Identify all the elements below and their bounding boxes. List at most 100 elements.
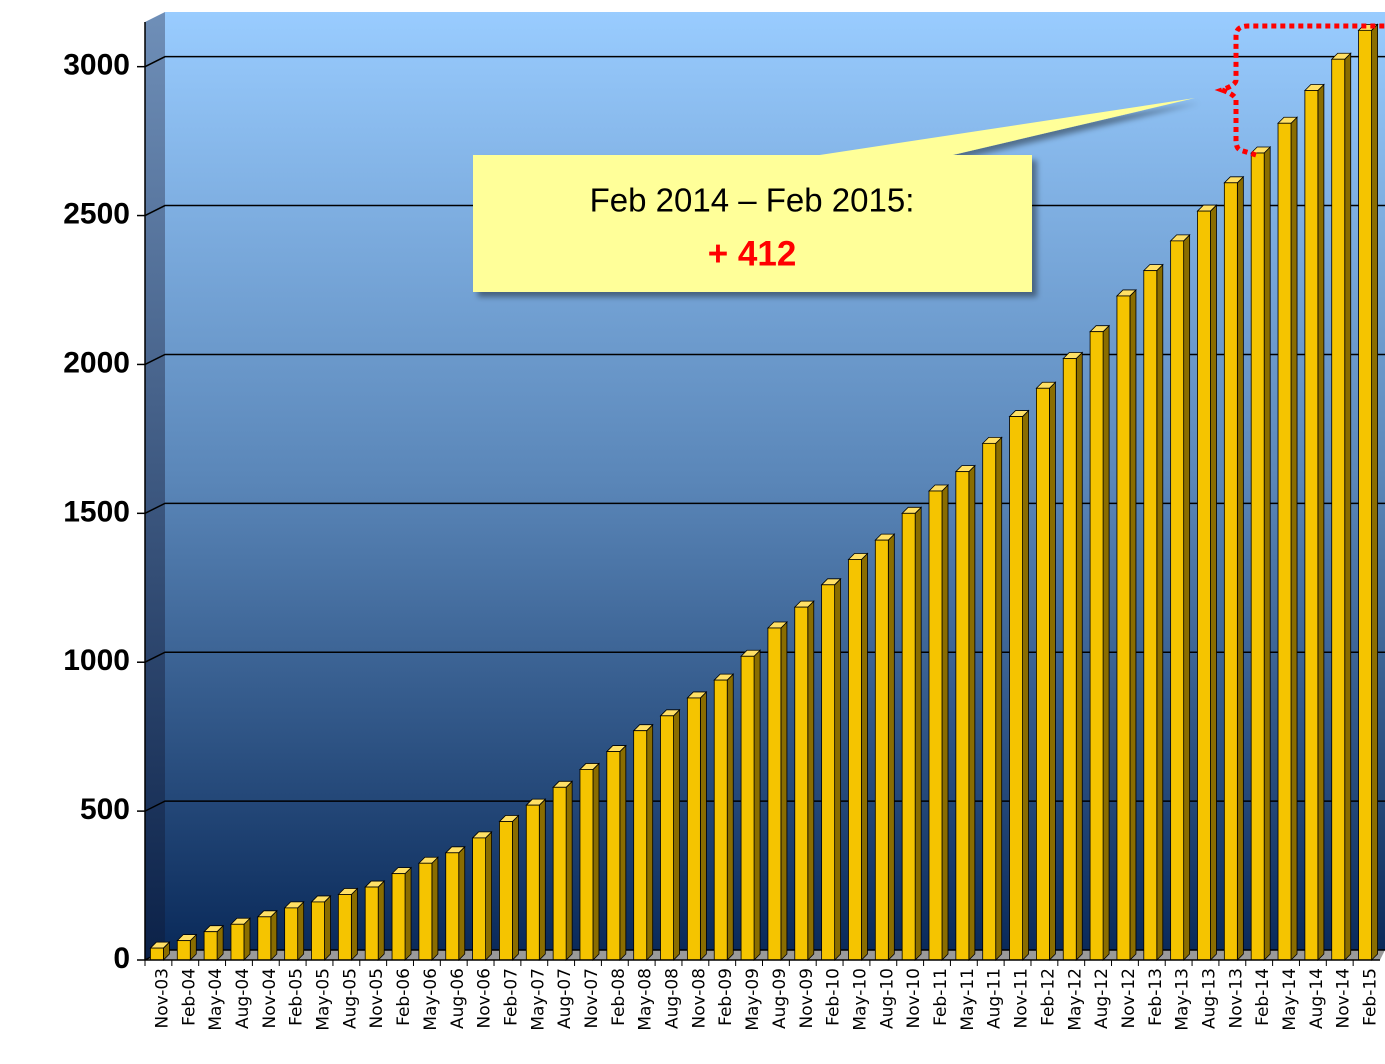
bar-side (1290, 116, 1298, 961)
bar (337, 894, 352, 961)
bar (1116, 295, 1131, 961)
bar-side (1049, 381, 1056, 961)
x-tick-label: Feb-07 (501, 968, 521, 1026)
grid-line (144, 800, 1385, 812)
bar (1331, 58, 1346, 961)
bar (1170, 240, 1185, 961)
x-tick-label: Feb-08 (609, 968, 629, 1026)
bar-side (1022, 409, 1029, 961)
x-tick-label: Feb-15 (1361, 968, 1381, 1026)
bar-side (887, 533, 895, 961)
x-tick-label: May-06 (421, 968, 441, 1031)
bar (1009, 416, 1023, 961)
x-tick-label: Nov-08 (689, 968, 709, 1029)
grid (144, 55, 1385, 961)
callout-pointer (800, 98, 1195, 158)
grid-line (144, 55, 1385, 68)
x-tick-label: Nov-06 (475, 968, 495, 1029)
x-tick-label: Aug-11 (985, 968, 1005, 1029)
plot-side-wall (145, 12, 165, 960)
bar (1089, 331, 1104, 961)
bar (1358, 29, 1372, 961)
bar (579, 769, 594, 961)
bar-side (968, 464, 976, 961)
bar-side (512, 814, 519, 961)
bar-side (1129, 288, 1137, 961)
x-tick-label: Nov-12 (1119, 968, 1139, 1029)
x-tick-label: Aug-04 (233, 968, 253, 1029)
bar-side (1317, 83, 1325, 961)
bar (525, 804, 540, 961)
bar (874, 539, 889, 961)
bar-side (1102, 324, 1110, 961)
bar (633, 730, 648, 961)
x-tick-label: May-04 (206, 968, 226, 1031)
bar-side (861, 552, 868, 961)
bar (499, 821, 513, 961)
bar (203, 931, 218, 961)
bar (794, 606, 809, 961)
callout-text: Feb 2014 – Feb 2015: (590, 182, 915, 219)
bar (230, 923, 245, 961)
x-tick-label: Aug-09 (770, 968, 790, 1029)
y-tick-label: 500 (80, 793, 130, 826)
x-tick-label: Nov-03 (152, 968, 172, 1029)
x-tick-label: Nov-04 (260, 968, 280, 1029)
bar (767, 627, 782, 961)
bar-side (1236, 175, 1244, 961)
bar-side (458, 845, 466, 961)
x-tick-label: Aug-08 (663, 968, 683, 1029)
bar (257, 916, 272, 961)
bar-side (699, 690, 707, 961)
grid-line (144, 353, 1385, 366)
x-tick-label: May-10 (850, 968, 870, 1031)
grid-line (144, 651, 1385, 663)
bar-side (753, 649, 761, 961)
bar (1062, 358, 1077, 961)
bar-side (673, 708, 680, 961)
bar-side (646, 723, 654, 961)
x-tick-label: May-12 (1065, 968, 1085, 1031)
bar (472, 837, 486, 961)
bar (552, 786, 567, 961)
x-tick-label: Nov-14 (1334, 968, 1354, 1029)
y-tick-label: 2500 (63, 197, 130, 230)
bar-side (592, 762, 600, 961)
bar (1036, 387, 1050, 961)
bar (284, 907, 299, 961)
x-tick-label: Nov-11 (1012, 968, 1032, 1029)
bar (848, 559, 862, 961)
y-tick-label: 3000 (63, 49, 130, 82)
y-tick-label: 2000 (63, 346, 130, 379)
x-tick-label: Feb-05 (287, 968, 307, 1026)
bar-side (941, 484, 949, 961)
x-tick-label: Feb-09 (716, 968, 736, 1026)
bar-side (404, 866, 412, 961)
bar-side (1344, 52, 1352, 961)
x-tick-label: May-08 (636, 968, 656, 1031)
x-tick-label: May-09 (743, 968, 763, 1031)
x-tick-label: Feb-11 (931, 968, 951, 1026)
callout (473, 98, 1195, 292)
bar (176, 940, 191, 961)
bar-side (485, 830, 492, 961)
bar (364, 886, 379, 961)
y-tick-label: 1000 (63, 644, 130, 677)
bar (445, 852, 460, 961)
bar-side (619, 744, 627, 961)
bar (1143, 270, 1158, 961)
bar-side (431, 856, 439, 961)
bar-side (995, 436, 1003, 961)
bar-side (1183, 233, 1191, 961)
bar-side (324, 894, 331, 961)
bar-side (914, 506, 922, 961)
callout-box (473, 155, 1032, 292)
bar-side (834, 577, 842, 961)
y-tick-label: 0 (113, 942, 130, 975)
bar (606, 751, 621, 961)
grid-line (144, 502, 1385, 515)
x-tick-label: Feb-12 (1038, 968, 1058, 1026)
x-tick-label: Feb-10 (824, 968, 844, 1026)
x-tick-label: Nov-10 (904, 968, 924, 1029)
x-tick-label: Aug-10 (877, 968, 897, 1029)
